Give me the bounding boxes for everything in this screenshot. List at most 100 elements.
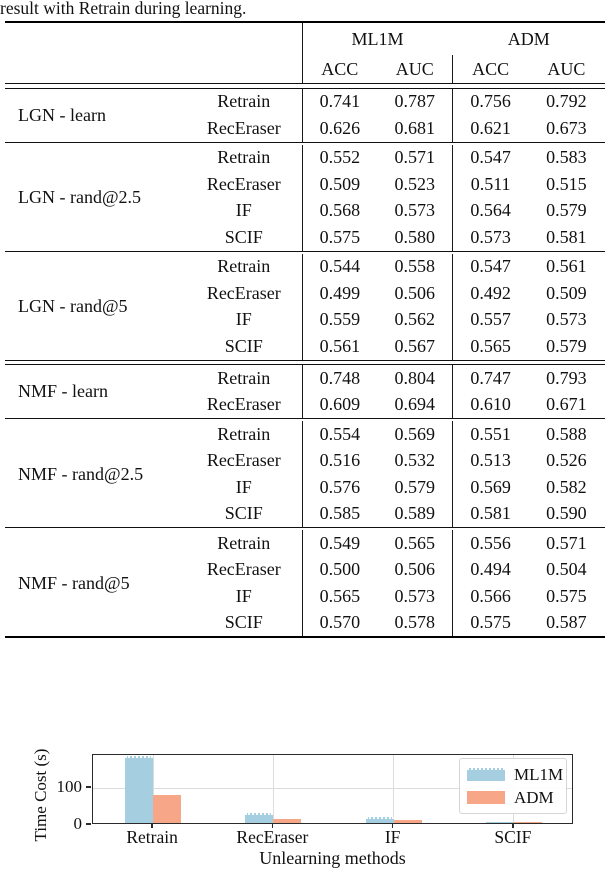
- metric-value: 0.558: [394, 256, 435, 277]
- metric-value: 0.547: [452, 253, 527, 280]
- metric-value: 0.792: [546, 91, 587, 112]
- bar-ml1m-receraser: [245, 812, 274, 823]
- table-row: RecEraser 0.509 0.523 0.511 0.515: [5, 171, 605, 198]
- legend-label: ADM: [514, 787, 554, 807]
- legend-swatch-icon: [467, 768, 505, 781]
- metric-value: 0.500: [301, 556, 377, 583]
- table-row: NMF - rand@2.5 Retrain 0.554 0.569 0.551 0.58…: [5, 421, 605, 483]
- table-row: SCIF 0.585 0.589 0.581 0.590: [5, 500, 605, 527]
- metric-value: 0.671: [546, 394, 587, 415]
- metric-value: 0.694: [394, 394, 435, 415]
- metric-value: 0.573: [452, 224, 527, 251]
- metric-value: 0.523: [394, 173, 435, 194]
- table-header-metrics: ACC AUC ACC AUC: [5, 55, 605, 83]
- group-divider-rule: [5, 141, 605, 145]
- plot-area: ML1M ADM: [92, 754, 573, 824]
- method-label: Retrain: [217, 256, 271, 277]
- method-label: RecEraser: [206, 559, 281, 580]
- header-adm-auc: AUC: [547, 58, 586, 79]
- x-tick-label: IF: [384, 827, 401, 847]
- x-tick-label: SCIF: [494, 827, 532, 847]
- chart-legend: ML1M ADM: [459, 758, 567, 814]
- group-label: LGN - rand@2.5: [18, 187, 142, 208]
- method-label: RecEraser: [206, 173, 281, 194]
- metric-value: 0.609: [301, 391, 377, 418]
- x-tick-label: Retrain: [126, 827, 178, 847]
- column-group-ml1m: ML1M: [301, 23, 453, 55]
- table-row: NMF - rand@5 Retrain 0.549 0.565 0.556 0.571: [5, 530, 605, 592]
- gridline-horizontal: [93, 788, 572, 790]
- results-table: ML1M ADM ACC AUC ACC AUC LGN - learn Retr…: [5, 21, 605, 638]
- header-adm-acc: ACC: [452, 55, 527, 83]
- metric-value: 0.492: [452, 280, 527, 307]
- metric-value: 0.673: [546, 117, 587, 138]
- table-row: RecEraser 0.626 0.681 0.621 0.673: [5, 115, 605, 142]
- table-row: LGN - learn Retrain 0.741 0.787 0.756 0.792: [5, 88, 605, 124]
- metric-value: 0.580: [394, 226, 435, 247]
- y-tick-mark: [86, 786, 91, 788]
- method-label: SCIF: [224, 503, 263, 524]
- x-tick-label: RecEraser: [236, 827, 309, 847]
- metric-value: 0.581: [452, 500, 527, 527]
- method-label: Retrain: [217, 423, 271, 444]
- metric-value: 0.756: [452, 88, 527, 115]
- metric-value: 0.556: [452, 530, 527, 557]
- metric-value: 0.511: [452, 171, 527, 198]
- metric-value: 0.509: [301, 171, 377, 198]
- metric-value: 0.579: [546, 335, 587, 356]
- metric-value: 0.544: [301, 253, 377, 280]
- metric-value: 0.562: [394, 309, 435, 330]
- metric-value: 0.513: [452, 447, 527, 474]
- bar-adm-if: [393, 820, 422, 823]
- table-top-rule: [5, 21, 605, 23]
- metric-value: 0.579: [546, 200, 587, 221]
- metric-value: 0.516: [301, 447, 377, 474]
- metric-value: 0.747: [452, 365, 527, 392]
- legend-item: ML1M: [467, 763, 563, 786]
- metric-value: 0.567: [394, 335, 435, 356]
- x-axis-label: Unlearning methods: [259, 848, 406, 868]
- table-row: SCIF 0.561 0.567 0.565 0.579: [5, 333, 605, 360]
- header-ml1m-acc: ACC: [301, 55, 377, 83]
- metric-value: 0.499: [301, 280, 377, 307]
- method-label: RecEraser: [206, 282, 281, 303]
- method-label: Retrain: [217, 91, 271, 112]
- method-label: RecEraser: [206, 117, 281, 138]
- metric-value: 0.568: [301, 197, 377, 224]
- group-label: NMF - learn: [18, 381, 108, 402]
- metric-value: 0.575: [546, 585, 587, 606]
- legend-swatch-icon: [467, 791, 505, 804]
- table-row: IF 0.565 0.573 0.566 0.575: [5, 583, 605, 610]
- table-row: RecEraser 0.516 0.532 0.513 0.526: [5, 447, 605, 474]
- header-ml1m-auc: AUC: [395, 58, 434, 79]
- column-group-adm: ADM: [507, 28, 550, 49]
- bar-adm-retrain: [153, 795, 182, 823]
- metric-value: 0.504: [546, 559, 587, 580]
- metric-value: 0.526: [546, 450, 587, 471]
- table-row: IF 0.559 0.562 0.557 0.573: [5, 306, 605, 333]
- metric-value: 0.573: [546, 309, 587, 330]
- table-row: IF 0.576 0.579 0.569 0.582: [5, 474, 605, 501]
- method-label: IF: [235, 585, 252, 606]
- y-tick-mark: [86, 823, 91, 825]
- metric-value: 0.569: [394, 423, 435, 444]
- metric-value: 0.787: [394, 91, 435, 112]
- table-bottom-rule: [5, 636, 605, 638]
- method-label: RecEraser: [206, 450, 281, 471]
- table-header-groups: ML1M ADM: [5, 23, 605, 55]
- metric-value: 0.576: [301, 474, 377, 501]
- method-label: Retrain: [217, 367, 271, 388]
- metric-value: 0.626: [301, 115, 377, 142]
- metric-value: 0.573: [394, 200, 435, 221]
- metric-value: 0.565: [394, 532, 435, 553]
- header-spacer: [5, 23, 302, 55]
- metric-value: 0.573: [394, 585, 435, 606]
- method-label: SCIF: [224, 226, 263, 247]
- metric-value: 0.748: [301, 365, 377, 392]
- metric-value: 0.549: [301, 530, 377, 557]
- metric-value: 0.554: [301, 421, 377, 448]
- x-tick-mark: [271, 824, 274, 828]
- group-divider-rule: [5, 418, 605, 421]
- metric-value: 0.565: [301, 583, 377, 610]
- group-label: LGN - rand@5: [18, 296, 128, 317]
